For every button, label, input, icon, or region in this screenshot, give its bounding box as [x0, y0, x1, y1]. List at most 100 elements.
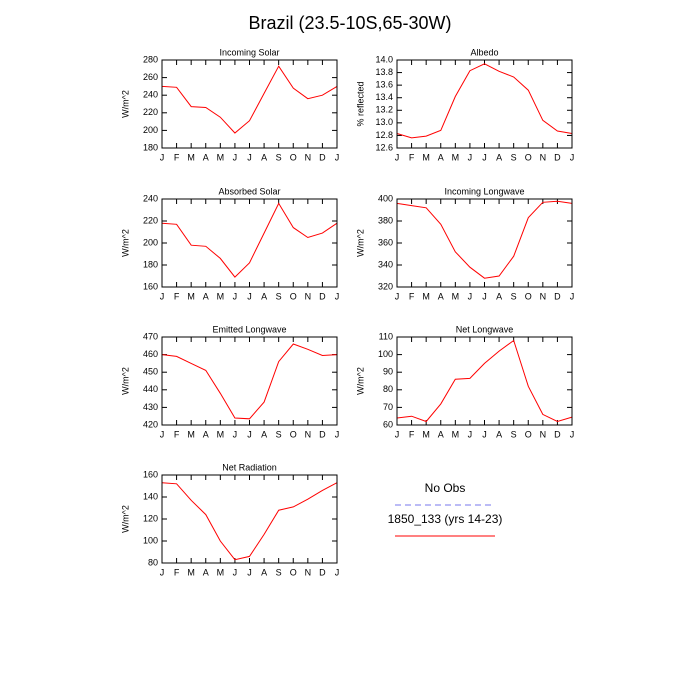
x-tick-label: J: [482, 429, 487, 439]
x-tick-label: J: [233, 429, 238, 439]
y-tick-label: 320: [378, 281, 393, 291]
y-tick-label: 340: [378, 259, 393, 269]
x-tick-label: D: [319, 429, 326, 439]
x-tick-label: M: [452, 429, 460, 439]
y-tick-label: 13.2: [375, 105, 393, 115]
x-tick-label: M: [217, 152, 225, 162]
x-tick-label: M: [217, 291, 225, 301]
x-tick-label: J: [160, 291, 165, 301]
x-tick-label: J: [482, 291, 487, 301]
x-tick-label: F: [409, 429, 415, 439]
y-tick-label: 200: [143, 125, 158, 135]
panel-title: Net Longwave: [456, 324, 514, 334]
y-tick-label: 13.4: [375, 92, 393, 102]
y-tick-label: 140: [143, 491, 158, 501]
x-tick-label: S: [276, 152, 282, 162]
y-tick-label: 80: [383, 384, 393, 394]
y-tick-label: 12.8: [375, 130, 393, 140]
x-tick-label: J: [468, 152, 473, 162]
x-tick-label: M: [452, 152, 460, 162]
x-tick-label: J: [247, 429, 252, 439]
y-tick-label: 470: [143, 331, 158, 341]
x-tick-label: O: [525, 291, 532, 301]
x-tick-label: J: [395, 429, 400, 439]
x-tick-label: O: [290, 152, 297, 162]
x-tick-label: J: [395, 291, 400, 301]
x-tick-label: D: [319, 291, 326, 301]
y-tick-label: 420: [143, 419, 158, 429]
y-tick-label: 220: [143, 107, 158, 117]
x-tick-label: J: [233, 567, 238, 577]
x-tick-label: M: [422, 429, 430, 439]
x-tick-label: M: [217, 429, 225, 439]
data-line: [396, 200, 573, 279]
plot-frame: [161, 59, 338, 149]
x-tick-label: S: [276, 429, 282, 439]
x-tick-label: D: [554, 291, 561, 301]
x-tick-label: O: [525, 152, 532, 162]
x-tick-label: J: [247, 152, 252, 162]
panel-title: Net Radiation: [222, 462, 277, 472]
y-tick-label: 90: [383, 367, 393, 377]
x-tick-label: O: [290, 567, 297, 577]
data-line: [161, 202, 338, 278]
x-tick-label: M: [422, 152, 430, 162]
x-tick-label: D: [319, 152, 326, 162]
plot-frame: [396, 59, 573, 149]
x-tick-label: S: [511, 152, 517, 162]
x-tick-label: J: [468, 429, 473, 439]
x-tick-label: M: [187, 291, 195, 301]
y-tick-label: 160: [143, 281, 158, 291]
x-tick-label: J: [160, 152, 165, 162]
x-tick-label: O: [290, 429, 297, 439]
plot-frame: [396, 336, 573, 426]
x-tick-label: M: [422, 291, 430, 301]
y-tick-label: 240: [143, 90, 158, 100]
x-tick-label: F: [174, 567, 180, 577]
data-line: [161, 482, 338, 561]
y-tick-label: 440: [143, 384, 158, 394]
x-tick-label: F: [409, 152, 415, 162]
x-tick-label: N: [540, 152, 547, 162]
x-tick-label: A: [203, 152, 209, 162]
x-tick-label: F: [174, 152, 180, 162]
x-tick-label: J: [247, 291, 252, 301]
y-tick-label: 260: [143, 72, 158, 82]
x-tick-label: M: [187, 429, 195, 439]
x-tick-label: O: [525, 429, 532, 439]
y-tick-label: 460: [143, 349, 158, 359]
data-line: [396, 63, 573, 139]
figure-title: Brazil (23.5-10S,65-30W): [248, 13, 451, 33]
x-tick-label: J: [570, 429, 575, 439]
y-tick-label: 120: [143, 513, 158, 523]
x-tick-label: M: [187, 152, 195, 162]
x-tick-label: M: [452, 291, 460, 301]
panel-title: Absorbed Solar: [218, 186, 280, 196]
x-tick-label: A: [203, 291, 209, 301]
y-tick-label: 13.8: [375, 67, 393, 77]
panel-title: Albedo: [470, 47, 498, 57]
y-axis-label: W/m^2: [120, 90, 130, 118]
x-tick-label: A: [438, 152, 444, 162]
x-tick-label: D: [554, 429, 561, 439]
x-tick-label: F: [174, 429, 180, 439]
x-tick-label: N: [305, 291, 312, 301]
x-tick-label: D: [554, 152, 561, 162]
y-tick-label: 60: [383, 419, 393, 429]
x-tick-label: J: [570, 152, 575, 162]
plot-frame: [396, 198, 573, 288]
y-tick-label: 14.0: [375, 54, 393, 64]
x-tick-label: A: [261, 567, 267, 577]
x-tick-label: S: [276, 567, 282, 577]
data-line: [161, 343, 338, 420]
x-tick-label: A: [438, 291, 444, 301]
panel-title: Incoming Solar: [219, 47, 279, 57]
x-tick-label: N: [305, 567, 312, 577]
x-tick-label: D: [319, 567, 326, 577]
x-tick-label: A: [496, 152, 502, 162]
x-tick-label: M: [187, 567, 195, 577]
y-axis-label: % reflected: [355, 81, 365, 126]
x-tick-label: J: [395, 152, 400, 162]
y-tick-label: 12.6: [375, 142, 393, 152]
